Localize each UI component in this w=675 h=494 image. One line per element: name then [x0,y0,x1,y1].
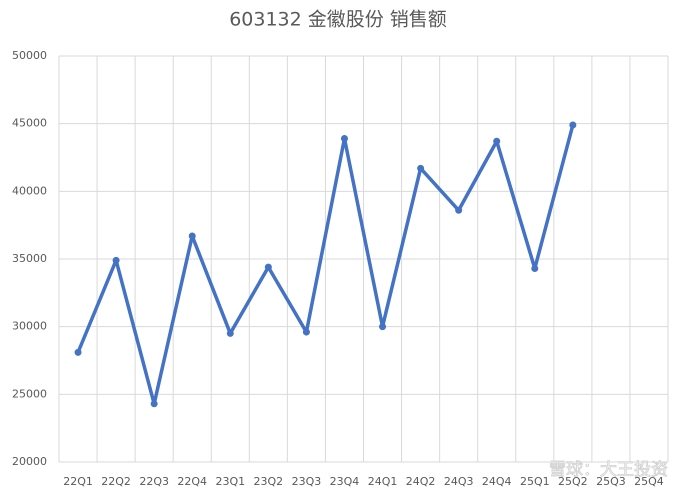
point [302,328,310,336]
x-tick-label: 24Q2 [406,475,436,488]
point [569,121,577,129]
point [417,164,425,172]
line [76,124,575,406]
point [264,263,272,271]
y-tick-label: 40000 [12,184,47,197]
point [531,264,539,272]
x-tick-label: 25Q3 [596,475,626,488]
x-tick-label: 25Q1 [520,475,550,488]
point [455,206,463,214]
point [74,348,82,356]
x-tick-label: 23Q1 [215,475,245,488]
point [150,400,158,408]
x-tick-label: 24Q1 [368,475,398,488]
y-tick-label: 45000 [12,117,47,130]
x-tick-label: 22Q1 [63,475,93,488]
x-tick-label: 22Q4 [177,475,207,488]
point [379,323,387,331]
x-tick-label: 22Q2 [101,475,131,488]
x-tick-label: 25Q2 [558,475,588,488]
x-tick-label: 25Q4 [634,475,664,488]
x-tick-label: 23Q3 [292,475,322,488]
y-tick-label: 20000 [12,455,47,468]
x-tick-label: 24Q4 [482,475,512,488]
x-tick-label: 23Q2 [254,475,284,488]
y-tick-label: 50000 [12,49,47,62]
x-tick-label: 22Q3 [139,475,169,488]
point [340,135,348,143]
chart-title: 603132 金徽股份 销售额 [229,9,447,31]
y-tick-label: 25000 [12,387,47,400]
point [493,137,501,145]
point [112,256,120,264]
y-tick-label: 30000 [12,320,47,333]
x-tick-label: 24Q3 [444,475,474,488]
point [226,329,234,337]
point [188,232,196,240]
x-tick-label: 23Q4 [330,475,360,488]
y-tick-label: 35000 [12,252,47,265]
watermark: 雪球：大王投资 [549,460,668,480]
